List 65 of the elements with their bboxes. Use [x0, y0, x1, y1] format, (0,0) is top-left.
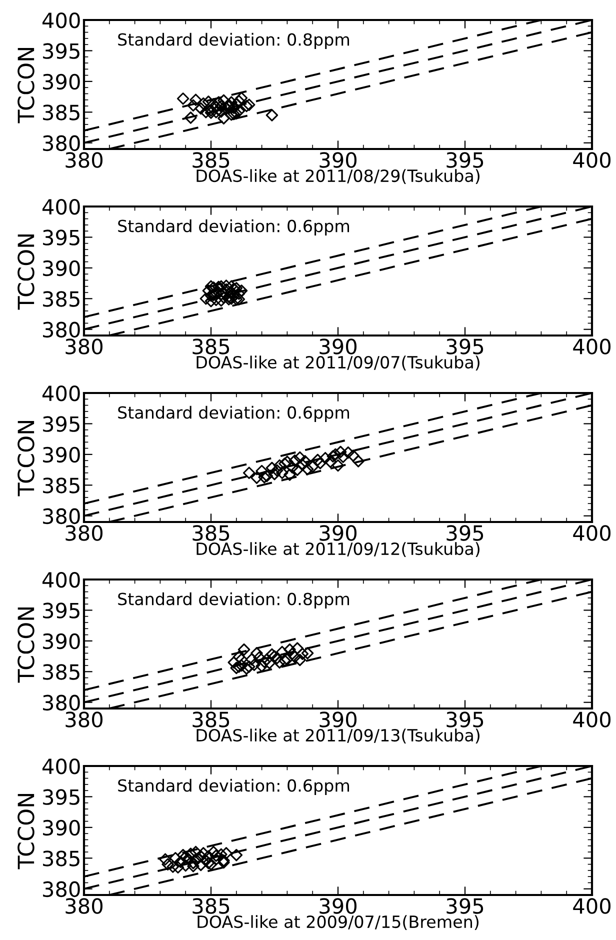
- y-tick-label: 395: [43, 230, 80, 246]
- x-tick-label: 400: [573, 525, 610, 541]
- y-tick-label: 395: [43, 602, 80, 618]
- x-tick-label: 395: [446, 898, 484, 914]
- x-tick-label: 380: [66, 152, 102, 168]
- x-tick-label: 395: [446, 712, 484, 728]
- annotation: Standard deviation: 0.6ppm: [118, 778, 350, 796]
- annotation: Standard deviation: 0.6ppm: [118, 406, 350, 422]
- y-tick-label: 380: [43, 694, 80, 711]
- x-tick-label: 380: [66, 525, 102, 541]
- y-tick-label: 390: [43, 74, 80, 90]
- x-axis-title: DOAS-like at 2011/09/07(Tsukuba): [196, 356, 480, 371]
- x-tick-label: 385: [192, 152, 230, 168]
- y-tick-label: 395: [43, 789, 80, 805]
- y-tick-label: 390: [43, 633, 80, 650]
- y-axis-title: TCCON: [18, 794, 34, 870]
- y-tick-label: 385: [43, 104, 80, 120]
- x-tick-label: 385: [192, 712, 230, 728]
- x-axis-title: DOAS-like at 2011/09/13(Tsukuba): [196, 728, 480, 744]
- x-tick-label: 400: [573, 152, 610, 168]
- y-axis-title: TCCON: [18, 48, 34, 124]
- y-tick-label: 385: [43, 664, 80, 680]
- x-tick-label: 385: [192, 525, 230, 541]
- y-tick-label: 400: [42, 385, 80, 402]
- x-tick-label: 395: [446, 152, 484, 168]
- y-axis-title: TCCON: [18, 420, 34, 496]
- annotation: Standard deviation: 0.8ppm: [118, 592, 350, 609]
- y-tick-label: 400: [42, 758, 80, 774]
- y-tick-label: 380: [43, 508, 80, 524]
- x-tick-label: 390: [320, 525, 356, 541]
- x-tick-label: 380: [66, 898, 102, 914]
- y-tick-label: 400: [42, 198, 80, 215]
- y-tick-label: 380: [43, 135, 80, 152]
- x-tick-label: 390: [320, 152, 356, 168]
- y-tick-label: 400: [42, 12, 80, 28]
- y-axis-title: TCCON: [18, 234, 34, 310]
- x-tick-label: 400: [573, 712, 610, 728]
- x-axis-title: DOAS-like at 2011/09/12(Tsukuba): [196, 542, 480, 558]
- y-axis-title: TCCON: [18, 607, 34, 683]
- y-tick-label: 390: [43, 446, 80, 463]
- y-tick-label: 385: [43, 478, 80, 494]
- y-tick-label: 380: [43, 881, 80, 898]
- y-tick-label: 395: [43, 416, 80, 432]
- x-tick-label: 395: [446, 525, 484, 541]
- y-tick-label: 390: [43, 260, 80, 276]
- x-tick-label: 400: [573, 338, 610, 354]
- y-tick-label: 385: [43, 850, 80, 866]
- y-tick-label: 390: [43, 820, 80, 836]
- x-tick-label: 390: [320, 338, 356, 354]
- x-tick-label: 380: [66, 712, 102, 728]
- x-axis-title: DOAS-like at 2011/08/29(Tsukuba): [196, 169, 480, 184]
- y-tick-label: 395: [43, 43, 80, 59]
- x-axis-title: DOAS-like at 2009/07/15(Bremen): [198, 915, 478, 930]
- annotation: Standard deviation: 0.6ppm: [118, 219, 350, 236]
- y-tick-label: 385: [43, 291, 80, 307]
- annotation: Standard deviation: 0.8ppm: [118, 32, 350, 50]
- x-tick-label: 390: [320, 712, 356, 728]
- x-tick-label: 385: [192, 338, 230, 354]
- x-tick-label: 400: [573, 898, 610, 914]
- y-tick-label: 400: [42, 572, 80, 588]
- x-tick-label: 385: [192, 898, 230, 914]
- x-tick-label: 395: [446, 338, 484, 354]
- x-tick-label: 390: [320, 898, 356, 914]
- y-tick-label: 380: [43, 322, 80, 338]
- x-tick-label: 380: [66, 338, 102, 354]
